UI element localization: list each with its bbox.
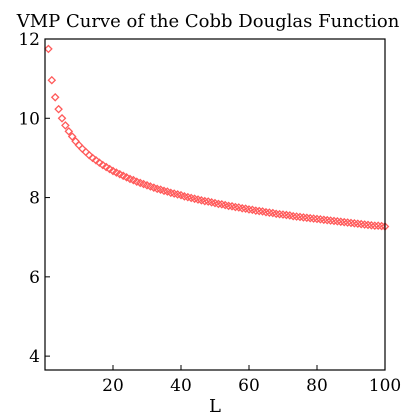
- data-point: [57, 113, 67, 123]
- y-tick-label: 8: [29, 189, 40, 209]
- x-tick-label: 40: [170, 376, 192, 396]
- data-point: [139, 179, 148, 189]
- y-tick-label: 4: [29, 347, 40, 367]
- x-tick-label: 60: [238, 376, 260, 396]
- data-point: [142, 180, 152, 190]
- axes: 20 40 60 80 100 4 6 8 10 12: [18, 30, 401, 396]
- plot-frame: [44, 38, 386, 371]
- data-point: [47, 75, 57, 85]
- x-axis-label: L: [209, 396, 221, 415]
- x-tick-label: 80: [306, 376, 328, 396]
- x-tick-label: 100: [369, 376, 401, 396]
- data-point: [54, 104, 63, 114]
- data-point: [370, 221, 380, 231]
- data-point: [146, 182, 155, 191]
- data-point: [91, 155, 101, 165]
- data-point: [95, 158, 104, 167]
- data-point: [50, 92, 60, 102]
- data-point: [149, 183, 159, 192]
- data-point: [88, 153, 97, 163]
- y-tick-label: 6: [29, 268, 40, 288]
- data-point: [67, 132, 77, 141]
- chart-title: VMP Curve of the Cobb Douglas Function: [16, 11, 400, 32]
- y-tick-label: 10: [18, 109, 40, 129]
- data-point: [135, 178, 145, 188]
- x-tick-label: 20: [102, 376, 124, 396]
- y-tick-label: 12: [18, 30, 40, 50]
- plot-area: [44, 44, 390, 231]
- data-point: [61, 121, 70, 130]
- data-point: [44, 44, 53, 54]
- data-point: [64, 127, 74, 136]
